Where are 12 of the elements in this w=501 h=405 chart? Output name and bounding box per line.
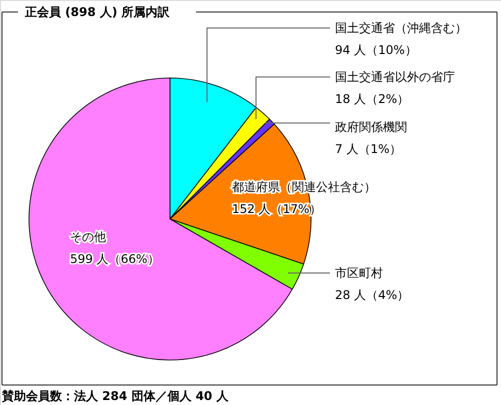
slice-label: その他 bbox=[70, 230, 106, 244]
slice-label: 政府関係機関 bbox=[335, 120, 407, 134]
slice-label: 国土交通省（沖縄含む） bbox=[335, 21, 467, 35]
data-label: 28 人（4%） bbox=[335, 288, 410, 302]
slice-label: 国土交通省以外の省庁 bbox=[335, 70, 455, 84]
data-label: 7 人（1%） bbox=[335, 142, 402, 156]
chart-title: 正会員 (898 人) 所属内訳 bbox=[24, 5, 171, 19]
data-label: 599 人（66%） bbox=[70, 252, 160, 266]
data-label: 18 人（2%） bbox=[335, 92, 410, 106]
data-label: 94 人（10%） bbox=[335, 43, 417, 57]
slice-label: 市区町村 bbox=[335, 266, 383, 280]
text: 賛助会員数：法人 284 団体／個人 40 人 bbox=[1, 389, 230, 403]
